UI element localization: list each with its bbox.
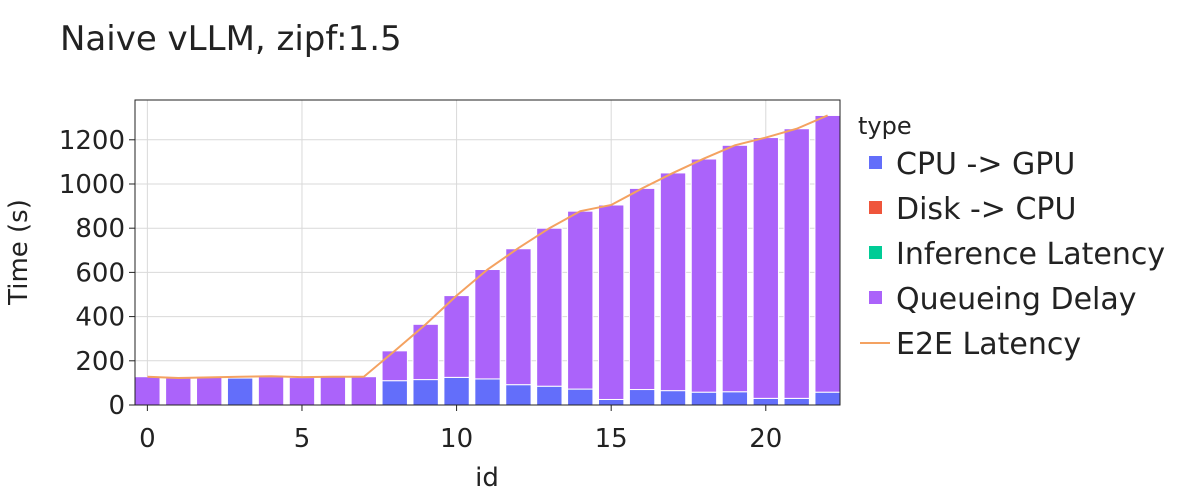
bar-segment (721, 144, 749, 393)
bar-segment (814, 391, 841, 406)
bar-segment (536, 385, 563, 406)
y-tick-label: 200 (75, 347, 125, 377)
bar-segment (196, 376, 223, 406)
bar-segment (288, 377, 316, 406)
bar-segment (319, 376, 347, 406)
legend-title: type (858, 112, 912, 140)
legend-item: Disk -> CPU (896, 192, 1076, 227)
bars (134, 114, 841, 406)
y-axis-label: Time (s) (4, 199, 34, 306)
bar-segment (134, 376, 161, 406)
x-axis-label: id (475, 463, 499, 493)
legend-item: Queueing Delay (896, 282, 1137, 317)
x-tick-label: 10 (440, 424, 473, 454)
bar-segment (814, 114, 841, 393)
bar-segment (659, 172, 687, 392)
bar-segment (567, 388, 594, 406)
x-tick-label: 0 (139, 424, 156, 454)
bar-segment (226, 377, 254, 406)
bar-segment (659, 390, 687, 406)
y-tick-label: 1000 (59, 170, 125, 200)
bar-segment (505, 384, 532, 406)
bar-segment (381, 350, 408, 382)
ticks: 0 200 400 600 800 1000 1200 0 5 10 15 20 (59, 126, 783, 454)
bar-segment (474, 378, 501, 406)
bar-segment (628, 389, 656, 406)
y-tick-label: 1200 (59, 126, 125, 156)
bar-segment (257, 376, 285, 406)
x-tick-label: 5 (294, 424, 311, 454)
y-tick-label: 0 (108, 391, 125, 421)
bar-segment (721, 391, 749, 406)
legend-swatch (869, 201, 882, 214)
bar-segment (598, 398, 625, 406)
bar-segment (412, 379, 439, 406)
e2e-line-layer (147, 114, 829, 380)
legend-swatch (869, 156, 882, 169)
chart-title: Naive vLLM, zipf:1.5 (60, 19, 402, 59)
bar-segment (783, 397, 810, 406)
bar-segment (350, 376, 377, 406)
bar-segment (536, 227, 563, 387)
x-tick-label: 15 (595, 424, 628, 454)
legend-item: CPU -> GPU (896, 147, 1075, 182)
legend: type CPU -> GPU Disk -> CPU Inference Late… (858, 112, 1165, 362)
bar-segment (690, 391, 718, 406)
bar-segment (752, 397, 779, 406)
bar-segment (505, 248, 532, 386)
plot-frame (134, 99, 841, 406)
y-tick-label: 800 (75, 214, 125, 244)
bar-segment (443, 376, 470, 406)
bar-segment (165, 377, 192, 406)
bar-segment (381, 380, 408, 406)
legend-item: Inference Latency (896, 237, 1165, 272)
bar-segment (690, 158, 718, 393)
y-tick-label: 600 (75, 258, 125, 288)
bar-segment (752, 137, 779, 399)
y-tick-label: 400 (75, 303, 125, 333)
bar-segment (474, 269, 501, 380)
bar-segment (598, 204, 625, 400)
legend-item: E2E Latency (896, 327, 1081, 362)
legend-swatch (869, 246, 882, 259)
legend-swatch (869, 291, 882, 304)
e2e-latency-line (147, 114, 829, 380)
x-tick-label: 20 (749, 424, 782, 454)
bar-segment (567, 210, 594, 390)
bar-segment (783, 128, 810, 399)
bar-segment (628, 187, 656, 391)
bar-segment (443, 295, 470, 378)
